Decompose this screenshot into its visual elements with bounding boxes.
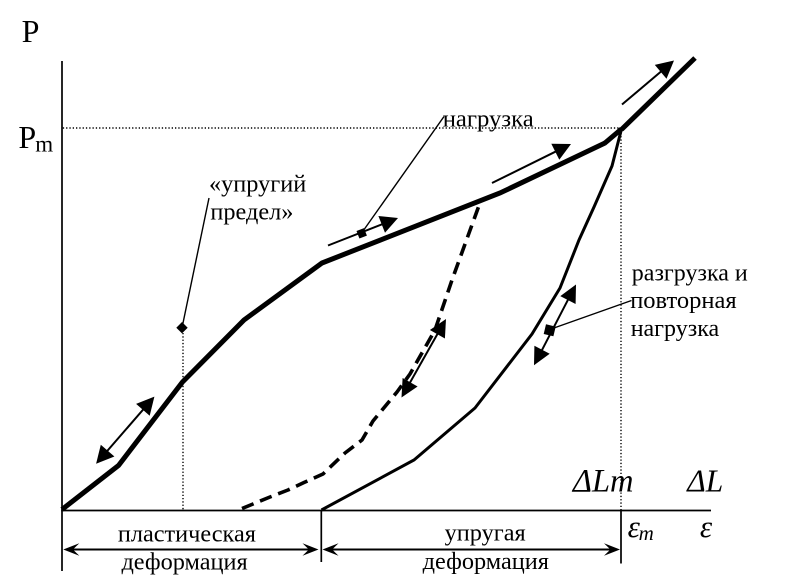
svg-text:деформация: деформация [121, 548, 247, 575]
svg-text:«упругий: «упругий [209, 171, 306, 198]
svg-text:ΔL: ΔL [685, 464, 723, 499]
svg-text:нагрузка: нагрузка [631, 316, 720, 342]
svg-text:нагрузка: нагрузка [443, 106, 534, 133]
svg-text:ε: ε [628, 509, 641, 544]
svg-text:ε: ε [700, 509, 713, 544]
svg-text:пластическая: пластическая [118, 520, 256, 547]
svg-text:разгрузка и: разгрузка и [632, 261, 748, 287]
svg-text:предел»: предел» [210, 198, 293, 225]
svg-text:ΔLm: ΔLm [571, 463, 634, 499]
svg-text:m: m [35, 131, 53, 156]
svg-text:P: P [22, 13, 40, 49]
svg-text:P: P [18, 119, 36, 155]
svg-text:m: m [639, 521, 654, 545]
svg-text:деформация: деформация [423, 548, 549, 575]
svg-text:упругая: упругая [445, 520, 526, 547]
svg-text:повторная: повторная [630, 287, 736, 314]
